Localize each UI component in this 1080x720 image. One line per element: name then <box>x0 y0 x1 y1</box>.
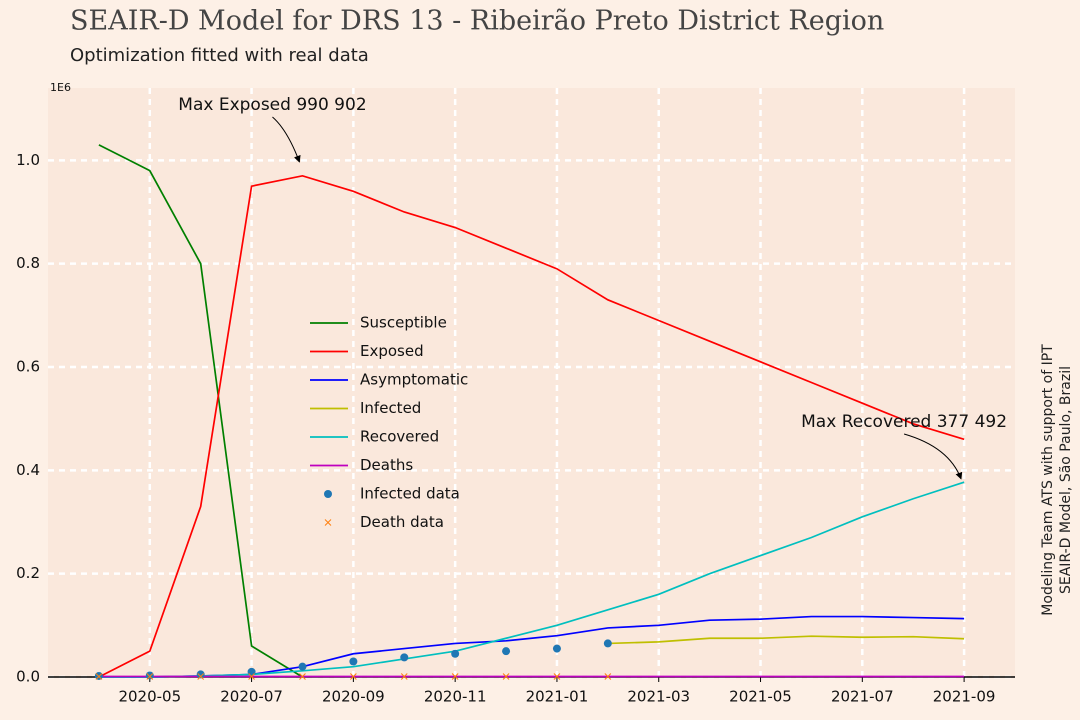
series-line <box>607 635 965 645</box>
side-note: Modeling Team ATS with support of IPT <box>1040 344 1056 616</box>
data-point <box>400 673 408 680</box>
data-point <box>502 647 511 656</box>
y-tick-label: 0.0 <box>16 668 40 686</box>
x-tick-label: 2020-09 <box>322 688 385 706</box>
y-tick-label: 0.6 <box>16 358 40 376</box>
legend-label: Recovered <box>360 428 439 446</box>
data-point <box>349 657 358 666</box>
data-point <box>502 673 510 680</box>
data-point <box>451 673 459 680</box>
y-tick-label: 1.0 <box>16 151 40 169</box>
annotation-arrow <box>903 433 963 480</box>
y-tick-label: 0.4 <box>16 461 40 479</box>
y-tick-label: 0.2 <box>16 564 40 582</box>
data-point <box>146 673 154 680</box>
side-note: SEAIR-D Model, São Paulo, Brazil <box>1058 366 1074 594</box>
annotation: Max Recovered 377 492 <box>801 412 1007 432</box>
legend-label: Asymptomatic <box>360 371 468 389</box>
data-point <box>248 673 255 680</box>
data-point <box>350 673 357 680</box>
series-line <box>98 174 965 678</box>
legend-label: Exposed <box>360 342 424 360</box>
x-tick-label: 2021-01 <box>526 688 589 706</box>
data-point <box>298 662 307 671</box>
x-tick-label: 2021-03 <box>627 688 690 706</box>
plot-area <box>48 88 1015 677</box>
legend-label: Infected <box>360 399 421 417</box>
series-line <box>98 481 965 678</box>
data-point <box>553 673 561 680</box>
y-scale-label: 1E6 <box>50 81 71 94</box>
x-tick-label: 2021-07 <box>831 688 894 706</box>
x-tick-label: 2020-07 <box>220 688 283 706</box>
chart-title: SEAIR-D Model for DRS 13 - Ribeirão Pret… <box>70 6 884 37</box>
chart-subtitle: Optimization fitted with real data <box>70 45 369 66</box>
legend-label: Death data <box>360 513 444 531</box>
legend-marker <box>324 519 332 526</box>
data-point <box>247 667 256 676</box>
series-line <box>98 144 303 678</box>
x-tick-label: 2021-05 <box>729 688 792 706</box>
data-point <box>604 673 612 680</box>
data-point <box>196 670 205 679</box>
data-point <box>95 673 103 680</box>
data-point <box>197 673 205 680</box>
data-point <box>451 649 460 658</box>
legend-label: Deaths <box>360 456 413 474</box>
x-tick-label: 2020-11 <box>424 688 487 706</box>
legend-marker <box>324 490 332 498</box>
data-point <box>400 653 409 662</box>
data-point <box>145 671 154 680</box>
annotation-arrow <box>272 116 301 163</box>
y-tick-label: 0.8 <box>16 254 40 272</box>
x-tick-label: 2021-09 <box>933 688 996 706</box>
annotation: Max Exposed 990 902 <box>178 95 366 115</box>
data-point <box>299 673 306 680</box>
x-tick-label: 2020-05 <box>118 688 181 706</box>
legend-label: Infected data <box>360 485 460 503</box>
data-point <box>552 644 561 653</box>
data-point <box>603 639 612 648</box>
legend-label: Susceptible <box>360 314 447 332</box>
